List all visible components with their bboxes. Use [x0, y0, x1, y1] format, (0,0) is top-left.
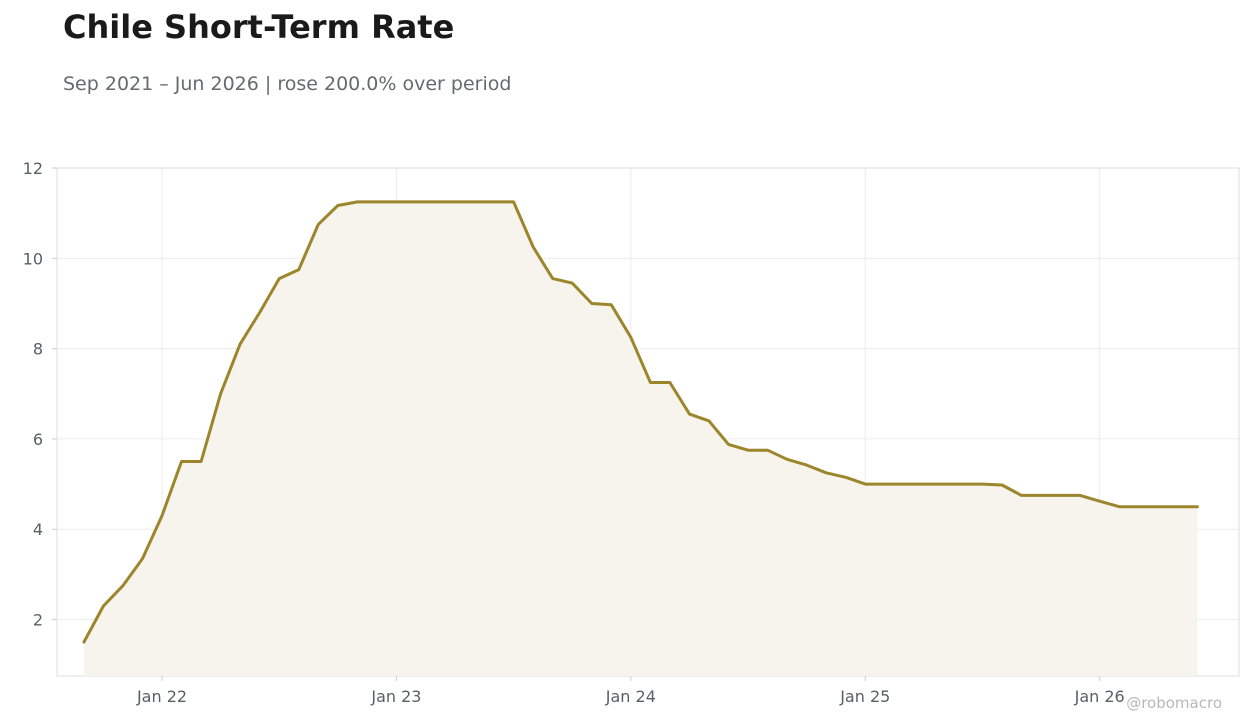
- x-tick-label: Jan 23: [370, 687, 421, 706]
- x-tick-label: Jan 26: [1074, 687, 1125, 706]
- y-tick-label: 6: [33, 430, 43, 449]
- x-tick-label: Jan 24: [605, 687, 656, 706]
- series-area-fill: [83, 201, 1198, 676]
- watermark: @robomacro: [1126, 694, 1222, 712]
- x-tick-label: Jan 22: [136, 687, 187, 706]
- chart-subtitle: Sep 2021 – Jun 2026 | rose 200.0% over p…: [63, 73, 512, 95]
- series-line: [82, 200, 1199, 644]
- chart-title: Chile Short-Term Rate: [63, 8, 455, 46]
- x-tick-label: Jan 25: [839, 687, 890, 706]
- y-tick-label: 4: [33, 520, 43, 539]
- y-tick-label: 2: [33, 611, 43, 630]
- y-tick-label: 8: [33, 340, 43, 359]
- y-tick-label: 12: [23, 159, 43, 178]
- y-tick-label: 10: [23, 249, 43, 268]
